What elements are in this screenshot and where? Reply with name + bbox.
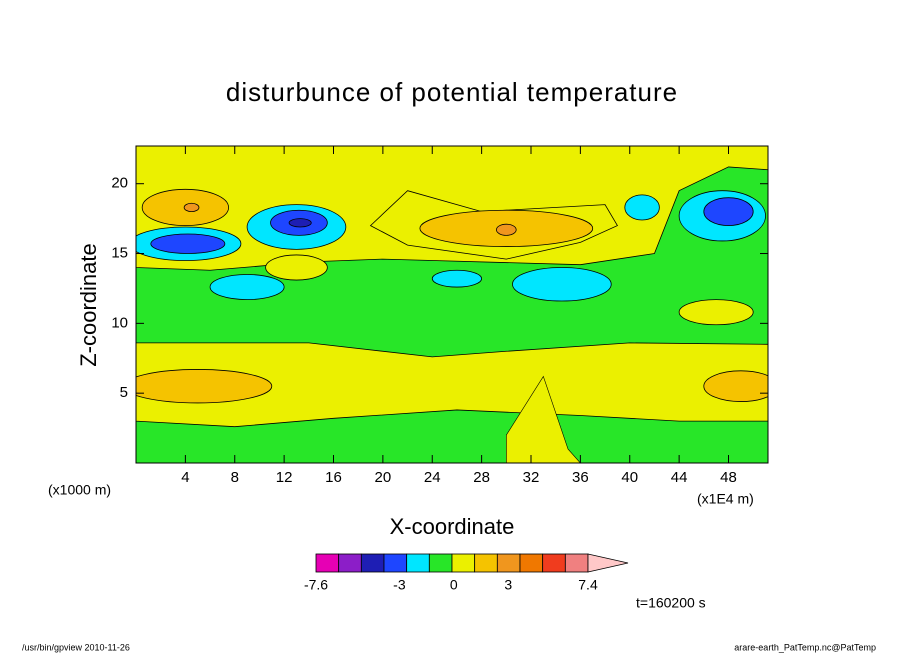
contour-fill (512, 267, 612, 302)
footer-left: /usr/bin/gpview 2010-11-26 (22, 642, 130, 652)
contour-field (136, 146, 768, 463)
contour-fill (183, 202, 200, 213)
x-tick-label: 40 (621, 469, 638, 486)
colorbar-box (519, 553, 544, 573)
colorbar-tick-label: 3 (504, 577, 512, 593)
contour-fill (265, 254, 328, 281)
x-tick-label: 20 (375, 469, 392, 486)
contour-fill (288, 218, 312, 228)
colorbar-box (428, 553, 453, 573)
contour-fill (624, 194, 660, 221)
colorbar-box (360, 553, 385, 573)
colorbar-tick-label: 0 (450, 577, 458, 593)
x-axis-label: X-coordinate (390, 514, 515, 539)
colorbar-box (315, 553, 340, 573)
x-tick-label: 8 (231, 469, 239, 486)
x-tick-label: 36 (572, 469, 589, 486)
x-unit: (x1000 m) (48, 482, 111, 498)
colorbar-arrow (587, 553, 629, 573)
x-scale: (x1E4 m) (697, 491, 754, 507)
colorbar-tick-label: -7.6 (304, 577, 328, 593)
footer-right: arare-earth_PatTemp.nc@PatTemp (734, 642, 876, 652)
x-tick-label: 44 (671, 469, 688, 486)
y-axis-label: Z-coordinate (76, 243, 101, 367)
x-tick-label: 4 (181, 469, 189, 486)
contour-fill (506, 375, 581, 463)
colorbar-box (564, 553, 589, 573)
colorbar-box (338, 553, 362, 573)
y-tick-label: 15 (111, 244, 128, 261)
contour-fill (703, 370, 768, 402)
x-tick-label: 32 (523, 469, 540, 486)
x-tick-label: 28 (473, 469, 490, 486)
colorbar-box (451, 553, 476, 573)
contour-fill (431, 269, 483, 288)
x-tick-label: 24 (424, 469, 441, 486)
colorbar-box (542, 553, 566, 573)
contour-fill (136, 369, 273, 404)
x-tick-label: 12 (276, 469, 293, 486)
colorbar-box (474, 553, 498, 573)
plot-frame (135, 145, 769, 464)
contour-fill (209, 274, 285, 301)
y-tick-label: 10 (111, 314, 128, 331)
contour-fill (496, 223, 517, 236)
y-tick-label: 5 (120, 384, 128, 401)
contour-fill (136, 342, 768, 428)
y-tick-label: 20 (111, 175, 128, 192)
colorbar-box (383, 553, 408, 573)
colorbar-box (496, 553, 521, 573)
contour-fill (678, 299, 754, 326)
contour-fill (703, 197, 754, 226)
contour-fill (150, 233, 226, 254)
chart-title: disturbunce of potential temperature (226, 77, 678, 107)
colorbar-box (406, 553, 430, 573)
time-label: t=160200 s (636, 595, 706, 611)
x-tick-label: 16 (325, 469, 342, 486)
x-tick-label: 48 (720, 469, 737, 486)
colorbar-tick-label: -3 (393, 577, 406, 593)
colorbar-tick-label: 7.4 (578, 577, 598, 593)
